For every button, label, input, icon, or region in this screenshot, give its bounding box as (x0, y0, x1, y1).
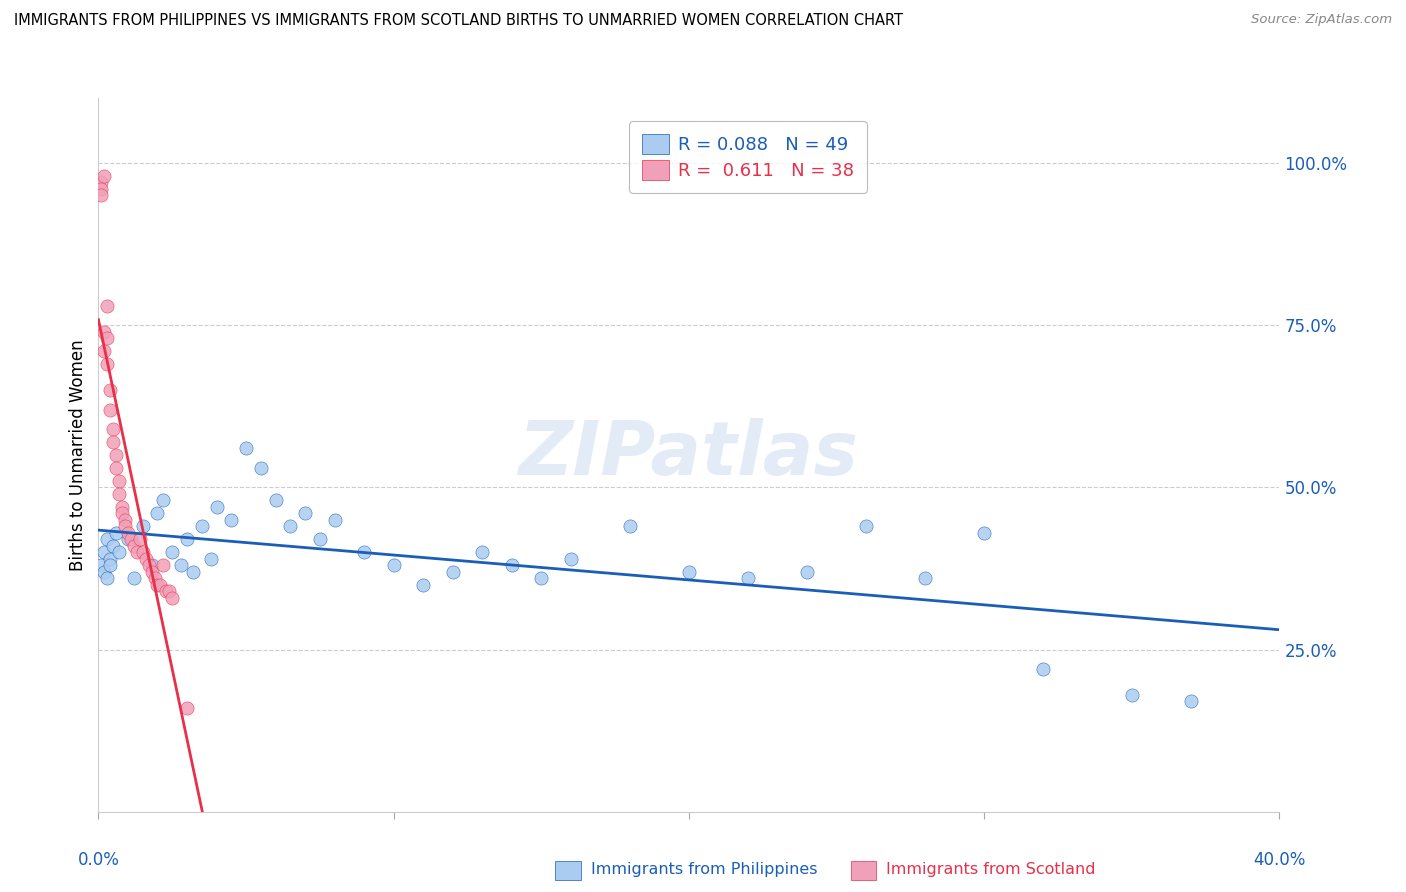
Point (619, 519, 641, 533)
Point (678, 565, 700, 579)
Text: Immigrants from Scotland: Immigrants from Scotland (886, 863, 1095, 877)
Text: 40.0%: 40.0% (1253, 851, 1306, 869)
Point (105, 448, 128, 462)
Point (117, 533, 139, 547)
Point (90, 176, 112, 190)
Point (155, 584, 177, 599)
Point (471, 545, 494, 559)
Point (90, 188, 112, 202)
Point (114, 513, 136, 527)
Point (219, 513, 242, 527)
Point (98, 402, 121, 417)
Point (323, 513, 346, 527)
Point (93, 325, 115, 339)
Point (93, 545, 115, 559)
Point (135, 551, 157, 566)
Point (235, 442, 257, 456)
Point (108, 545, 131, 559)
Text: 0.0%: 0.0% (77, 851, 120, 869)
Point (1032, 662, 1054, 676)
Point (90, 558, 112, 573)
Point (141, 558, 163, 573)
Point (108, 487, 131, 501)
Point (181, 565, 204, 579)
Point (170, 558, 193, 573)
Point (132, 545, 155, 559)
Point (501, 558, 523, 573)
Point (146, 506, 169, 520)
Point (105, 525, 128, 540)
Point (93, 565, 115, 579)
Point (93, 344, 115, 359)
Text: IMMIGRANTS FROM PHILIPPINES VS IMMIGRANTS FROM SCOTLAND BIRTHS TO UNMARRIED WOME: IMMIGRANTS FROM PHILIPPINES VS IMMIGRANT… (14, 13, 903, 29)
Point (114, 519, 136, 533)
Point (111, 506, 134, 520)
Point (205, 500, 228, 514)
Point (737, 571, 759, 585)
Point (152, 493, 174, 508)
Point (309, 533, 332, 547)
Point (382, 558, 405, 573)
Point (122, 571, 145, 585)
Point (146, 577, 169, 591)
Point (176, 533, 198, 547)
Y-axis label: Births to Unmarried Women: Births to Unmarried Women (69, 339, 87, 571)
Legend: R = 0.088   N = 49, R =  0.611   N = 38: R = 0.088 N = 49, R = 0.611 N = 38 (630, 121, 866, 193)
Point (96, 357, 118, 371)
Point (264, 493, 287, 508)
Point (412, 577, 434, 591)
Point (152, 558, 174, 573)
Point (1180, 694, 1202, 708)
Point (191, 519, 214, 533)
Point (176, 701, 198, 715)
Point (122, 539, 145, 553)
Point (132, 519, 155, 533)
Point (294, 506, 316, 520)
Point (200, 551, 222, 566)
Point (90, 182, 112, 196)
Point (96, 533, 118, 547)
Point (353, 545, 375, 559)
Point (103, 434, 125, 449)
Point (93, 169, 115, 183)
Point (914, 571, 936, 585)
Point (162, 545, 183, 559)
Point (108, 474, 131, 488)
Text: Source: ZipAtlas.com: Source: ZipAtlas.com (1251, 13, 1392, 27)
Point (278, 519, 302, 533)
Point (855, 519, 877, 533)
Point (250, 461, 273, 475)
Text: Immigrants from Philippines: Immigrants from Philippines (591, 863, 817, 877)
Point (111, 500, 134, 514)
Point (96, 331, 118, 345)
Point (560, 551, 582, 566)
Point (96, 299, 118, 313)
Point (162, 591, 183, 605)
Point (973, 525, 995, 540)
Point (128, 533, 150, 547)
Point (157, 584, 180, 599)
Point (138, 558, 160, 573)
Point (117, 525, 139, 540)
Point (103, 539, 125, 553)
Point (120, 533, 142, 547)
Point (105, 461, 128, 475)
Point (796, 565, 818, 579)
Point (98, 558, 121, 573)
Point (98, 383, 121, 397)
Point (141, 565, 163, 579)
Text: ZIPatlas: ZIPatlas (519, 418, 859, 491)
Point (125, 545, 148, 559)
Point (98, 551, 121, 566)
Point (1121, 688, 1143, 702)
Point (530, 571, 553, 585)
Point (103, 422, 125, 436)
Point (96, 571, 118, 585)
Point (441, 565, 464, 579)
Point (143, 571, 166, 585)
Point (149, 577, 172, 591)
